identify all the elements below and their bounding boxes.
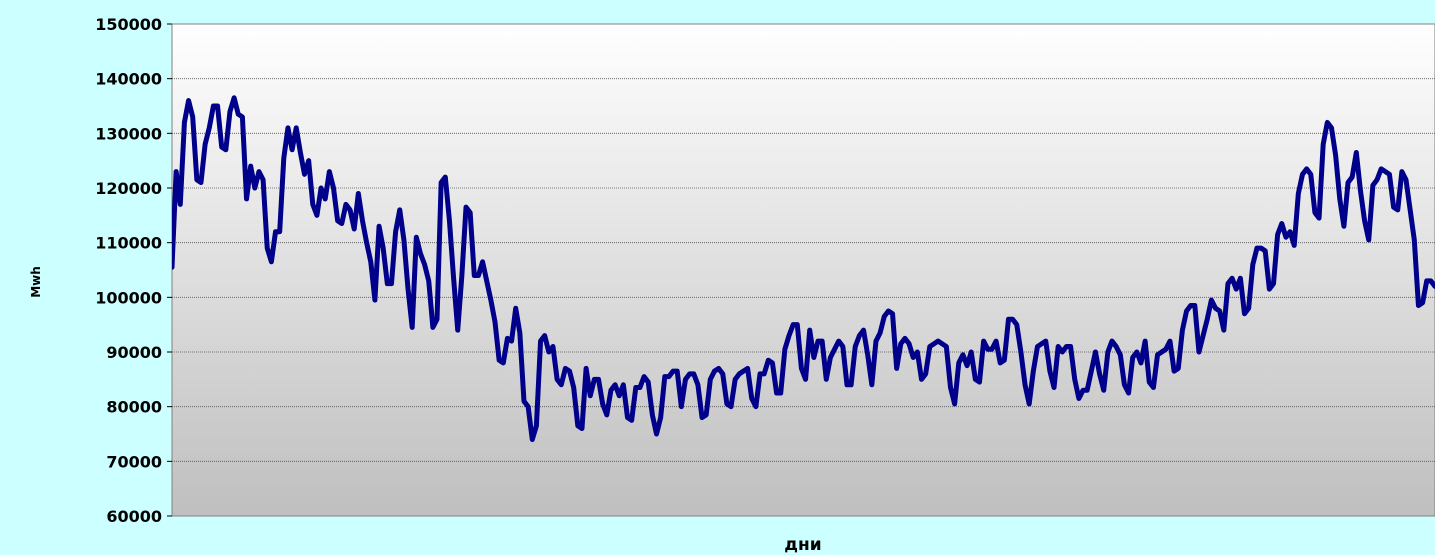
y-axis-tick-labels: 60000 70000 80000 90000 100000 110000 120000 13… [95,15,172,526]
series-line [172,95,1435,442]
y-tick-label: 60000 [106,507,162,526]
y-tick-label: 130000 [95,124,162,143]
y-tick-label: 70000 [106,452,162,471]
plot-area [171,23,1435,517]
y-tick-label: 110000 [95,234,162,253]
y-tick-label: 80000 [106,398,162,417]
y-tick-label: 90000 [106,343,162,362]
y-tick-label: 150000 [95,15,162,34]
y-tick-label: 120000 [95,179,162,198]
y-axis-title: Mwh [29,266,43,298]
y-tick-label: 140000 [95,70,162,89]
x-axis-title: дни [784,535,821,555]
y-tick-label: 100000 [95,288,162,307]
series-layer [172,95,1435,442]
